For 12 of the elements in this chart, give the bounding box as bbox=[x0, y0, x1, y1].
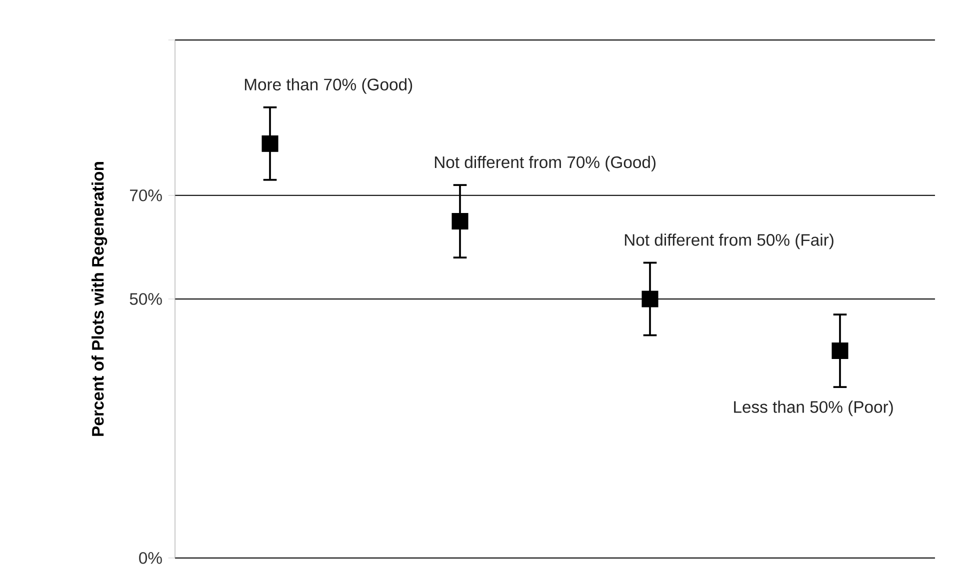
y-tick-label: 70% bbox=[130, 190, 162, 202]
annotation: Not different from 50% (Fair) bbox=[624, 234, 834, 250]
y-tick-label: 50% bbox=[130, 293, 162, 305]
point bbox=[262, 135, 278, 152]
y-tick-label: 0% bbox=[139, 552, 162, 564]
y-axis-title: Percent of Plots with Regeneration bbox=[92, 162, 108, 436]
annotation: Less than 50% (Poor) bbox=[734, 400, 893, 416]
annotation: More than 70% (Good) bbox=[244, 78, 412, 94]
point bbox=[832, 342, 848, 360]
point bbox=[452, 213, 468, 230]
annotation: Not different from 70% (Good) bbox=[434, 156, 656, 172]
point bbox=[642, 290, 658, 308]
